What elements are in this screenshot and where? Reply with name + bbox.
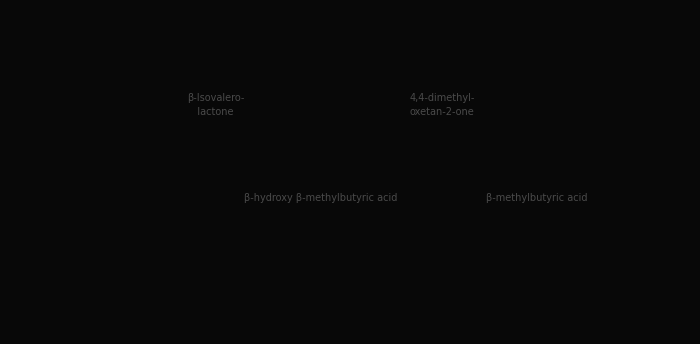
Text: 4,4-dimethyl-
oxetan-2-one: 4,4-dimethyl- oxetan-2-one bbox=[410, 93, 475, 117]
Text: β-Isovalero-
   lactone: β-Isovalero- lactone bbox=[188, 93, 245, 117]
Text: β-hydroxy β-methylbutyric acid: β-hydroxy β-methylbutyric acid bbox=[244, 193, 397, 203]
Text: β-methylbutyric acid: β-methylbutyric acid bbox=[486, 193, 588, 203]
